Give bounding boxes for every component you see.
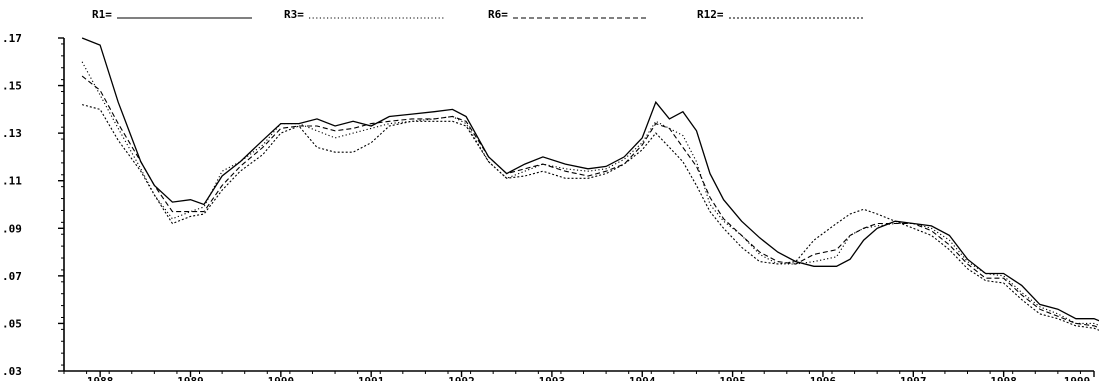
x-tick-label: 1988 <box>87 375 114 381</box>
series-line-r6 <box>81 75 1099 329</box>
series-line-r12 <box>81 104 1099 331</box>
y-tick-label: .15 <box>2 80 22 93</box>
x-tick-label: 1991 <box>358 375 385 381</box>
x-tick-label: 1993 <box>539 375 566 381</box>
x-tick-label: 1997 <box>900 375 927 381</box>
y-tick-label: .03 <box>2 365 22 378</box>
legend-label-r1: R1= <box>92 8 112 21</box>
legend: R1= R3= R6= R12= <box>92 8 864 21</box>
x-axis-ticks: 1988 1989 1990 1991 1992 1993 1994 1995 1996 1997… <box>63 371 1095 381</box>
series-line-r1 <box>81 37 1099 322</box>
series-lines <box>81 37 1099 331</box>
legend-label-r3: R3= <box>284 8 304 21</box>
legend-label-r6: R6= <box>488 8 508 21</box>
x-tick-label: 1990 <box>268 375 295 381</box>
y-tick-label: .17 <box>2 32 22 45</box>
legend-label-r12: R12= <box>697 8 724 21</box>
axes <box>63 38 1094 372</box>
x-tick-label: 1998 <box>990 375 1017 381</box>
x-tick-label: 1994 <box>629 375 656 381</box>
y-tick-label: .07 <box>2 270 22 283</box>
y-tick-label: .05 <box>2 317 22 330</box>
series-line-r3 <box>81 61 1099 326</box>
x-tick-label: 1995 <box>719 375 746 381</box>
y-tick-label: .11 <box>2 175 22 188</box>
y-tick-label: .09 <box>2 222 22 235</box>
y-tick-label: .13 <box>2 127 22 140</box>
x-tick-label: 1999 <box>1064 375 1091 381</box>
x-tick-label: 1989 <box>177 375 204 381</box>
x-tick-label: 1996 <box>810 375 837 381</box>
x-tick-label: 1992 <box>448 375 475 381</box>
y-axis-ticks: .17 .15 .13 .11 .09 .07 .05 .03 <box>2 32 64 378</box>
